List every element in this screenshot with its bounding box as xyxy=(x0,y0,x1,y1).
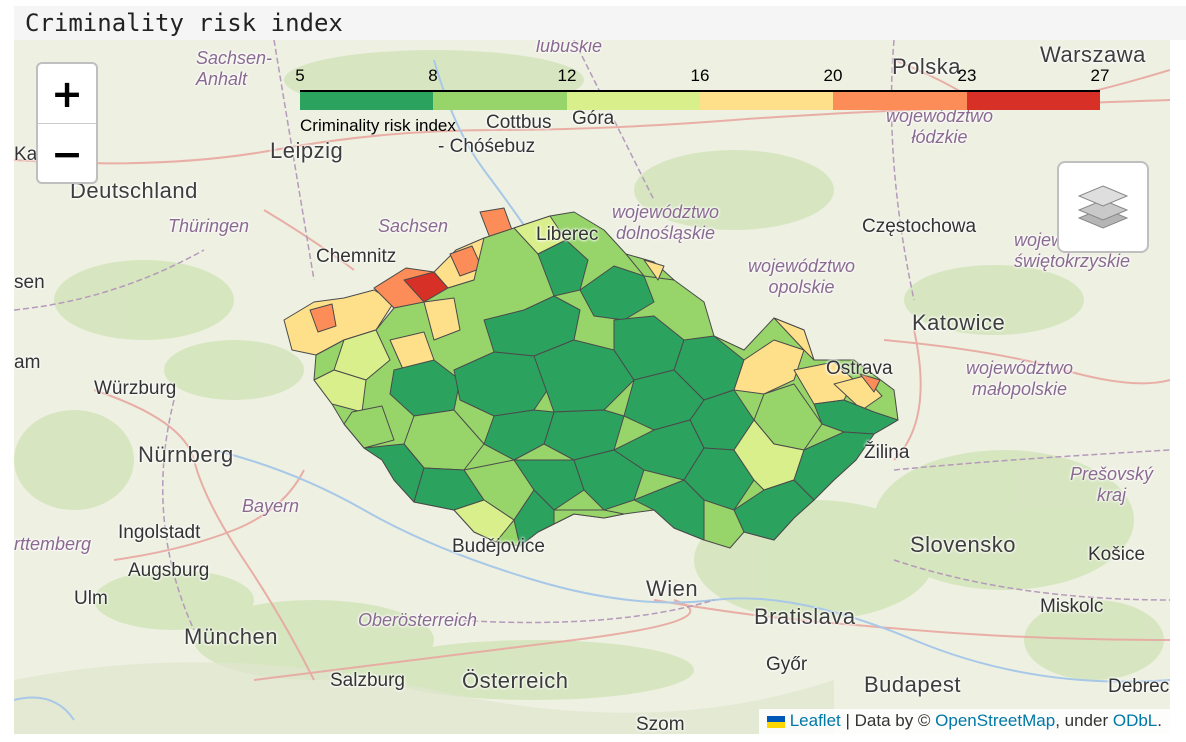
legend-tick: 5 xyxy=(295,66,305,85)
legend-color-bar xyxy=(300,90,1100,110)
admin-borders xyxy=(14,40,1170,631)
legend-tick: 16 xyxy=(690,66,710,85)
zoom-out-button[interactable]: − xyxy=(51,131,83,176)
map-container[interactable]: Sachsen- Anhalt lubuskie Polska Warszawa… xyxy=(14,40,1170,734)
zoom-control: + − xyxy=(36,62,98,184)
legend-tick: 20 xyxy=(823,66,843,85)
legend-swatch xyxy=(966,92,1100,110)
legend-tick: 27 xyxy=(1090,66,1110,85)
page-title: Criminality risk index xyxy=(25,9,343,37)
ukraine-flag-icon xyxy=(766,715,785,728)
layers-control-button[interactable] xyxy=(1057,161,1149,253)
legend-swatch xyxy=(566,92,700,110)
map-attribution: Leaflet | Data by © OpenStreetMap, under… xyxy=(758,709,1170,734)
attribution-text: | Data by © xyxy=(840,711,936,730)
legend-swatch xyxy=(300,92,434,110)
output-title-bar: Criminality risk index xyxy=(14,6,1186,40)
odbl-link[interactable]: ODbL xyxy=(1112,711,1158,730)
openstreetmap-link[interactable]: OpenStreetMap xyxy=(935,711,1056,730)
legend-caption: Criminality risk index xyxy=(300,116,456,135)
legend-tick: 23 xyxy=(957,66,977,85)
legend-swatch xyxy=(433,92,567,110)
map-basemap[interactable] xyxy=(14,40,1170,734)
attribution-text: . xyxy=(1157,711,1162,730)
attribution-text: , under xyxy=(1055,711,1113,730)
legend-swatch xyxy=(699,92,834,110)
legend-tick: 8 xyxy=(428,66,438,85)
legend-swatch xyxy=(833,92,967,110)
leaflet-link[interactable]: Leaflet xyxy=(789,711,841,730)
legend-tick: 12 xyxy=(557,66,577,85)
color-legend: 5 8 12 16 20 23 27 Criminality risk inde… xyxy=(295,66,1109,146)
zoom-in-button[interactable]: + xyxy=(38,64,96,124)
district-polygons xyxy=(283,207,899,549)
layers-icon xyxy=(1077,185,1129,229)
